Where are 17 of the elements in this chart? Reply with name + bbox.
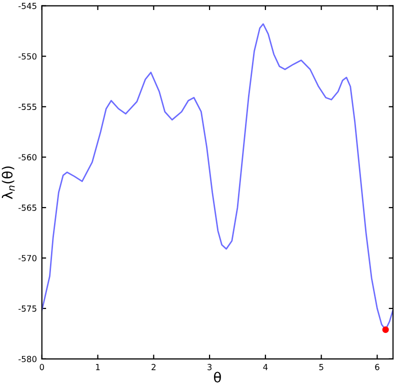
y-tick-label: -575 xyxy=(18,306,36,312)
y-axis-title: λ$_{n}$(θ) xyxy=(2,166,15,200)
y-tick-label: -555 xyxy=(18,104,36,110)
y-tick-label: -550 xyxy=(18,53,36,60)
x-tick-label: 1 xyxy=(96,364,100,370)
y-tick-label: -570 xyxy=(18,255,36,262)
y-tick-label: -580 xyxy=(18,356,36,362)
x-tick-label: 0 xyxy=(40,364,44,370)
x-tick-label: 5 xyxy=(319,364,324,370)
x-tick-label: 3 xyxy=(208,364,212,370)
x-tick-label: 6 xyxy=(375,364,380,370)
y-tick-label: -565 xyxy=(18,204,36,211)
y-tick-label: -560 xyxy=(18,154,36,160)
x-axis-title: θ xyxy=(214,372,221,383)
x-tick-label: 2 xyxy=(152,364,156,370)
y-tick-label: -545 xyxy=(18,2,36,10)
x-tick-label: 4 xyxy=(263,364,268,370)
